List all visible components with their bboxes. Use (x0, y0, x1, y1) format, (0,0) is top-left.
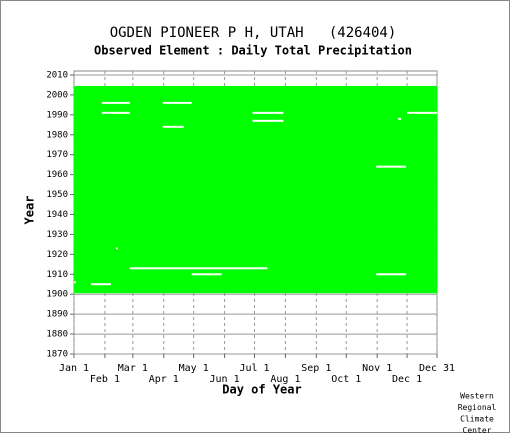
x-tick-label: Jun 1 (210, 374, 240, 385)
x-tick-label: Nov 1 (362, 363, 392, 374)
y-tick-label: 1950 (46, 190, 68, 200)
coverage-block (74, 85, 437, 294)
gap (115, 247, 118, 250)
x-tick-label: Jul 1 (239, 363, 269, 374)
y-tick-label: 1880 (46, 330, 68, 340)
x-axis-label: Day of Year (222, 383, 301, 397)
y-tick-label: 1940 (46, 210, 68, 220)
y-tick-label: 1910 (46, 270, 68, 280)
chart-subtitle: Observed Element : Daily Total Precipita… (94, 44, 412, 58)
footer-text: Western (460, 392, 494, 401)
footer-text: Climate (460, 415, 494, 424)
y-tick-label: 1870 (46, 350, 68, 360)
y-tick-label: 1970 (46, 150, 68, 160)
y-tick-label: 2010 (46, 70, 68, 80)
footer-text: Center (463, 426, 492, 433)
x-tick-label: Aug 1 (270, 374, 300, 385)
y-tick-label: 1900 (46, 290, 68, 300)
x-tick-label: Feb 1 (90, 374, 120, 385)
gap (162, 125, 184, 128)
gap (398, 117, 402, 120)
x-tick-label: Apr 1 (149, 374, 179, 385)
gap (90, 283, 111, 286)
x-tick-label: Dec 31 (419, 363, 455, 374)
y-tick-label: 1930 (46, 230, 68, 240)
y-tick-label: 1980 (46, 130, 68, 140)
y-tick-label: 1990 (46, 110, 68, 120)
gap (376, 273, 407, 276)
x-tick-label: May 1 (179, 363, 209, 374)
chart-title: OGDEN PIONEER P H, UTAH (426404) (110, 25, 397, 41)
x-tick-label: Mar 1 (118, 363, 148, 374)
gap (74, 281, 76, 284)
x-tick-label: Dec 1 (392, 374, 422, 385)
gap (376, 165, 407, 168)
gap (101, 111, 130, 114)
y-tick-label: 1960 (46, 170, 68, 180)
y-tick-label: 1890 (46, 310, 68, 320)
y-tick-label: 1920 (46, 250, 68, 260)
gap (252, 111, 284, 114)
gap (252, 119, 284, 122)
gap (191, 273, 222, 276)
x-tick-label: Oct 1 (331, 374, 361, 385)
y-tick-label: 2000 (46, 90, 68, 100)
x-tick-label: Jan 1 (59, 363, 89, 374)
footer-text: Regional (458, 403, 497, 412)
x-tick-label: Sep 1 (301, 363, 331, 374)
gap (129, 267, 268, 270)
y-axis-label: Year (23, 196, 37, 225)
gap (162, 101, 192, 104)
gap (101, 101, 130, 104)
gap (407, 111, 437, 114)
